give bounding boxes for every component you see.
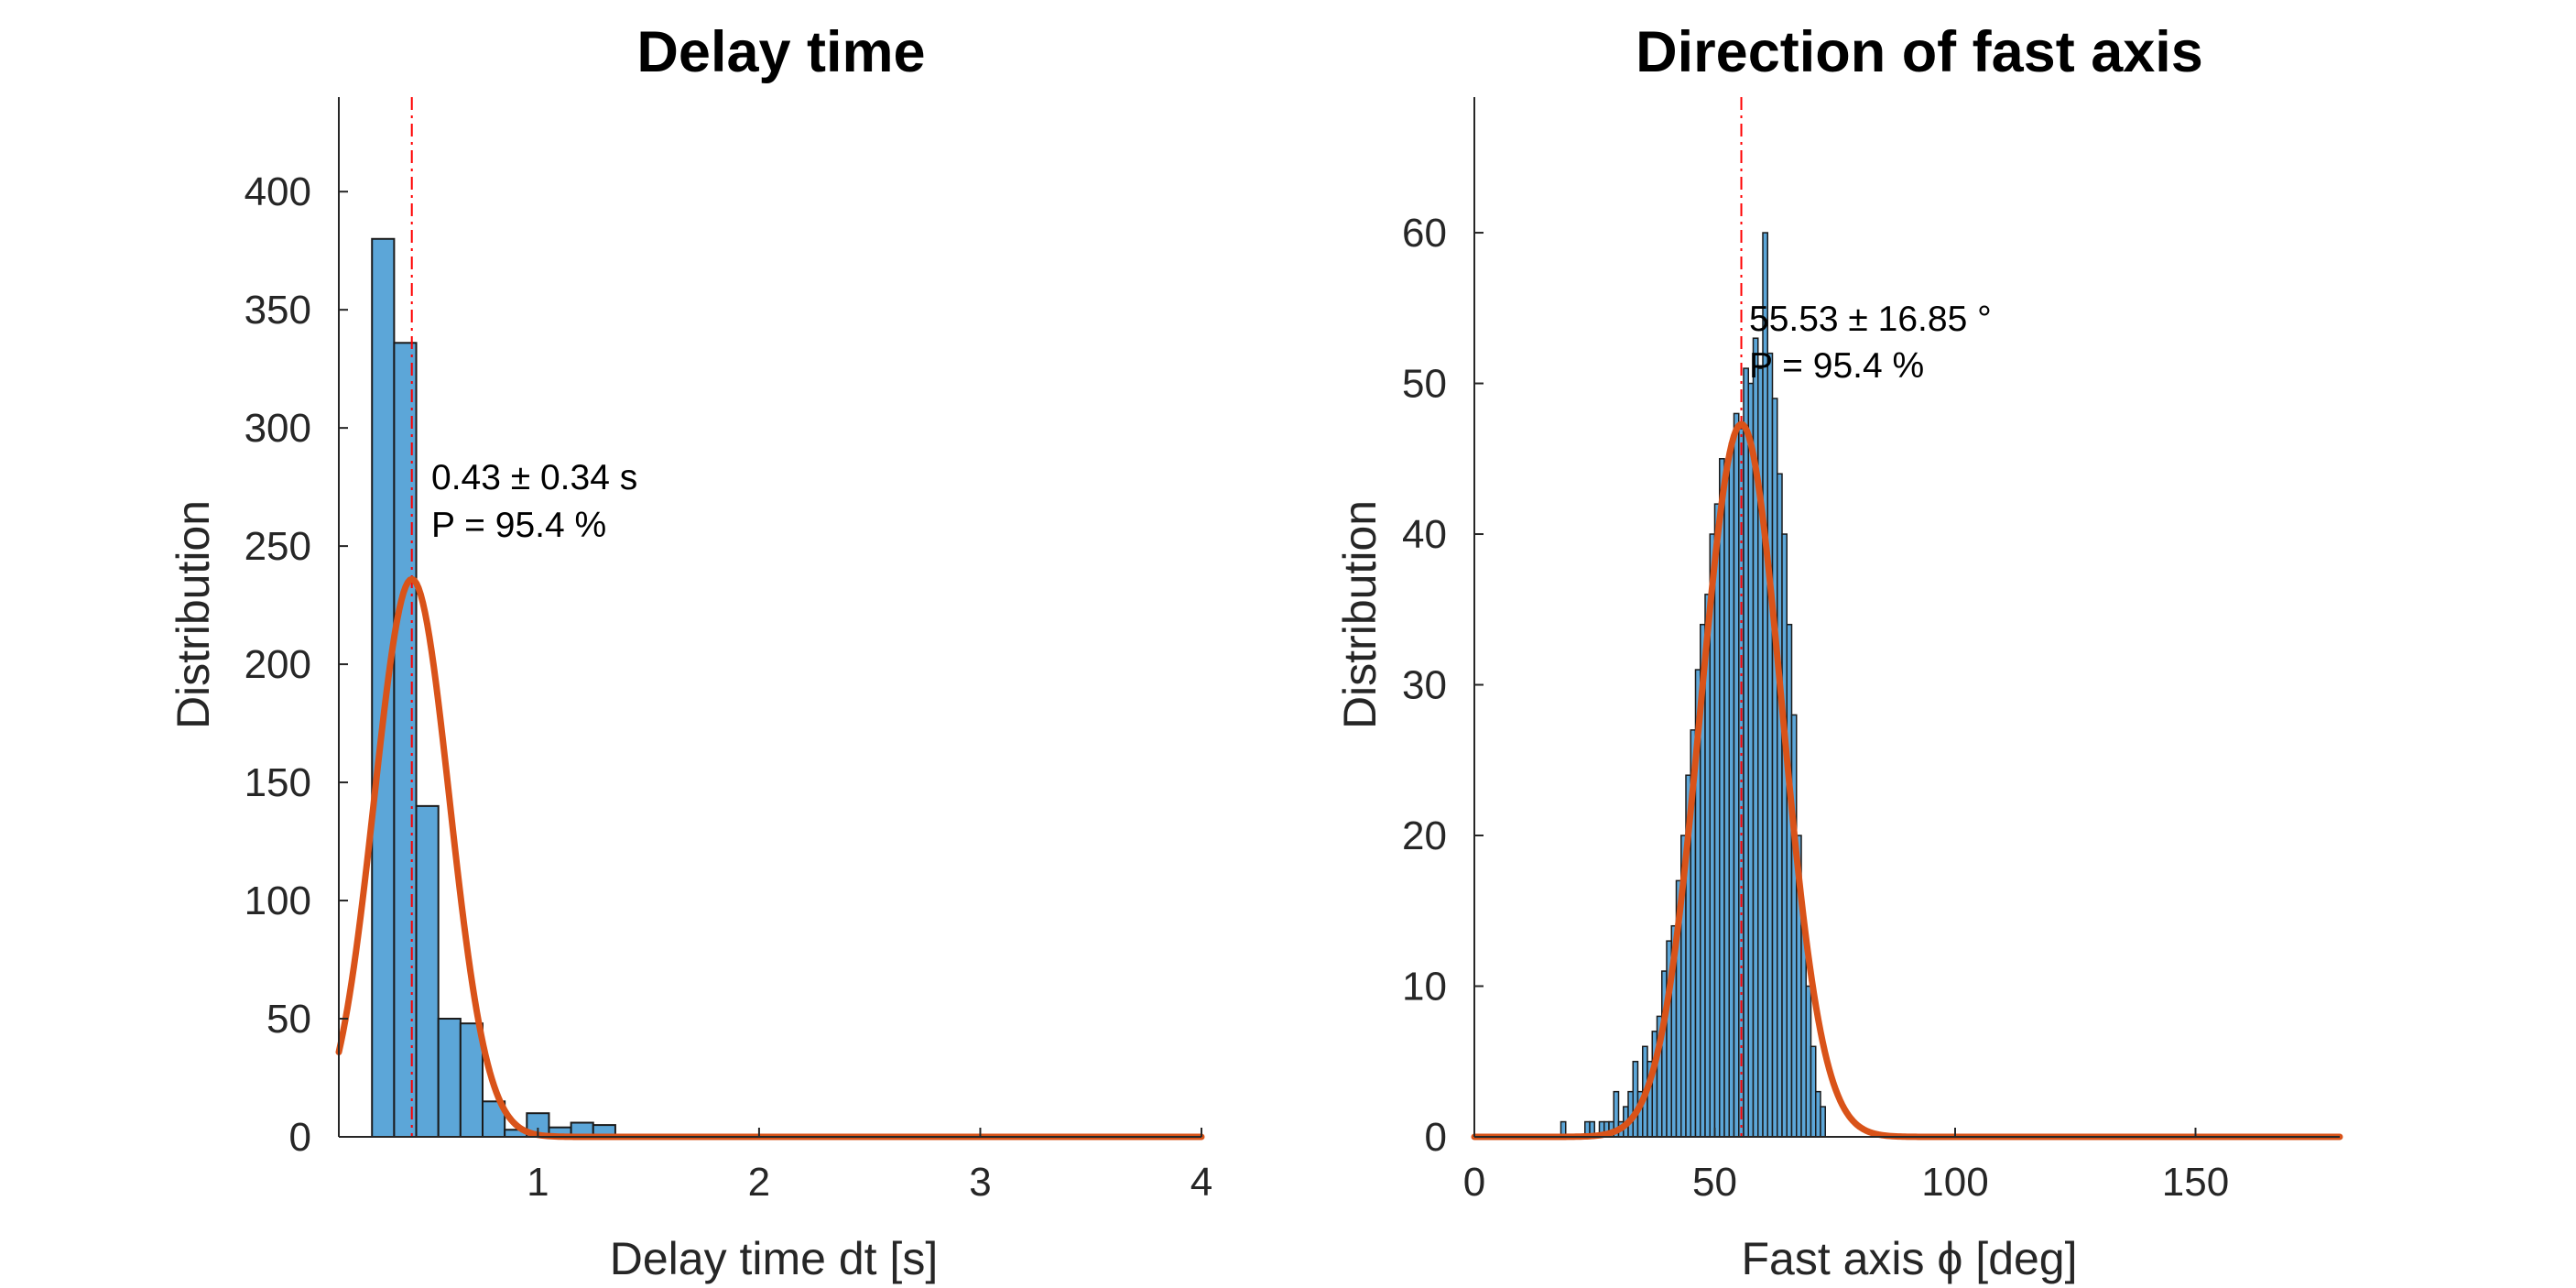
- y-tick-label: 50: [1402, 362, 1447, 407]
- histogram-bar: [1781, 533, 1788, 1138]
- histogram-bar: [1743, 367, 1749, 1138]
- fit-curve: [1471, 420, 2343, 1141]
- histogram-bar: [1790, 714, 1798, 1138]
- x-tick-label: 3: [969, 1160, 991, 1205]
- fit-curve-group: [1471, 97, 2343, 1141]
- histogram-bar: [1719, 458, 1725, 1138]
- y-axis-label: Distribution: [168, 500, 219, 729]
- chart-fast-axis-direction: Direction of fast axis Distribution Fast…: [1334, 20, 2343, 1284]
- histogram-bar: [1805, 985, 1812, 1138]
- histogram-bar: [1733, 412, 1740, 1138]
- histogram-bar: [1723, 473, 1730, 1138]
- histogram-bar: [415, 804, 440, 1138]
- y-tick-label: 100: [245, 879, 311, 923]
- axes: 0 50 100 150 200 250 300 350 400 1 2 3 4: [245, 97, 1212, 1205]
- y-tick-label: 0: [1425, 1115, 1447, 1160]
- histogram-bar: [1810, 1045, 1817, 1138]
- y-axis-label: Distribution: [1334, 500, 1386, 729]
- y-tick-label: 300: [245, 406, 311, 451]
- histogram-bar: [1786, 623, 1793, 1138]
- y-tick-label: 50: [266, 997, 311, 1042]
- x-axis-label: Delay time dt [s]: [610, 1233, 938, 1284]
- annotation-line-1: 55.53 ± 16.85 °: [1749, 300, 1992, 339]
- x-tick-label: 0: [1463, 1160, 1485, 1205]
- histogram-bar: [1815, 1090, 1821, 1138]
- annotation-line-2: P = 95.4 %: [1749, 346, 1924, 386]
- y-tick-label: 350: [245, 288, 311, 333]
- histogram-bar: [1777, 473, 1783, 1138]
- y-tick-label: 200: [245, 642, 311, 687]
- y-tick-label: 10: [1402, 965, 1447, 1010]
- y-tick-label: 60: [1402, 211, 1447, 256]
- histogram-bar: [371, 237, 396, 1139]
- annotation-line-2: P = 95.4 %: [431, 506, 606, 545]
- y-tick-label: 20: [1402, 813, 1447, 858]
- histogram-bar: [1820, 1106, 1826, 1138]
- y-tick-label: 250: [245, 524, 311, 569]
- annotation-line-1: 0.43 ± 0.34 s: [431, 458, 637, 497]
- histogram-bar: [1800, 924, 1807, 1138]
- histogram-bar: [1747, 382, 1755, 1138]
- histogram-bar: [437, 1018, 462, 1138]
- y-tick-label: 0: [289, 1115, 311, 1160]
- y-tick-label: 30: [1402, 663, 1447, 708]
- x-tick-label: 50: [1692, 1160, 1737, 1205]
- histogram-bars: [371, 237, 616, 1139]
- x-tick-label: 150: [2162, 1160, 2229, 1205]
- histogram-bar: [1728, 442, 1735, 1138]
- y-tick-label: 150: [245, 760, 311, 805]
- y-tick-label: 40: [1402, 512, 1447, 557]
- annotation: 0.43 ± 0.34 s P = 95.4 %: [431, 458, 637, 545]
- annotation: 55.53 ± 16.85 ° P = 95.4 %: [1749, 300, 1992, 386]
- chart-title: Direction of fast axis: [1636, 20, 2203, 84]
- chart-delay-time: Delay time Distribution Delay time dt [s…: [168, 20, 1212, 1284]
- histogram-bar: [393, 342, 418, 1139]
- chart-title: Delay time: [636, 20, 925, 84]
- histogram-bar: [1771, 398, 1778, 1138]
- fit-curve-group: [335, 97, 1205, 1141]
- x-tick-label: 2: [748, 1160, 770, 1205]
- axes: 0 10 20 30 40 50 60 0 50 100 150: [1402, 97, 2340, 1205]
- histogram-bar: [1713, 503, 1721, 1138]
- y-tick-label: 400: [245, 169, 311, 214]
- histogram-bar: [1632, 1061, 1639, 1138]
- x-tick-label: 100: [1921, 1160, 1988, 1205]
- x-tick-label: 1: [527, 1160, 549, 1205]
- x-axis-label: Fast axis ϕ [deg]: [1741, 1233, 2077, 1284]
- x-tick-label: 4: [1190, 1160, 1212, 1205]
- histogram-bar: [1766, 352, 1774, 1138]
- histogram-bars: [1560, 232, 1826, 1138]
